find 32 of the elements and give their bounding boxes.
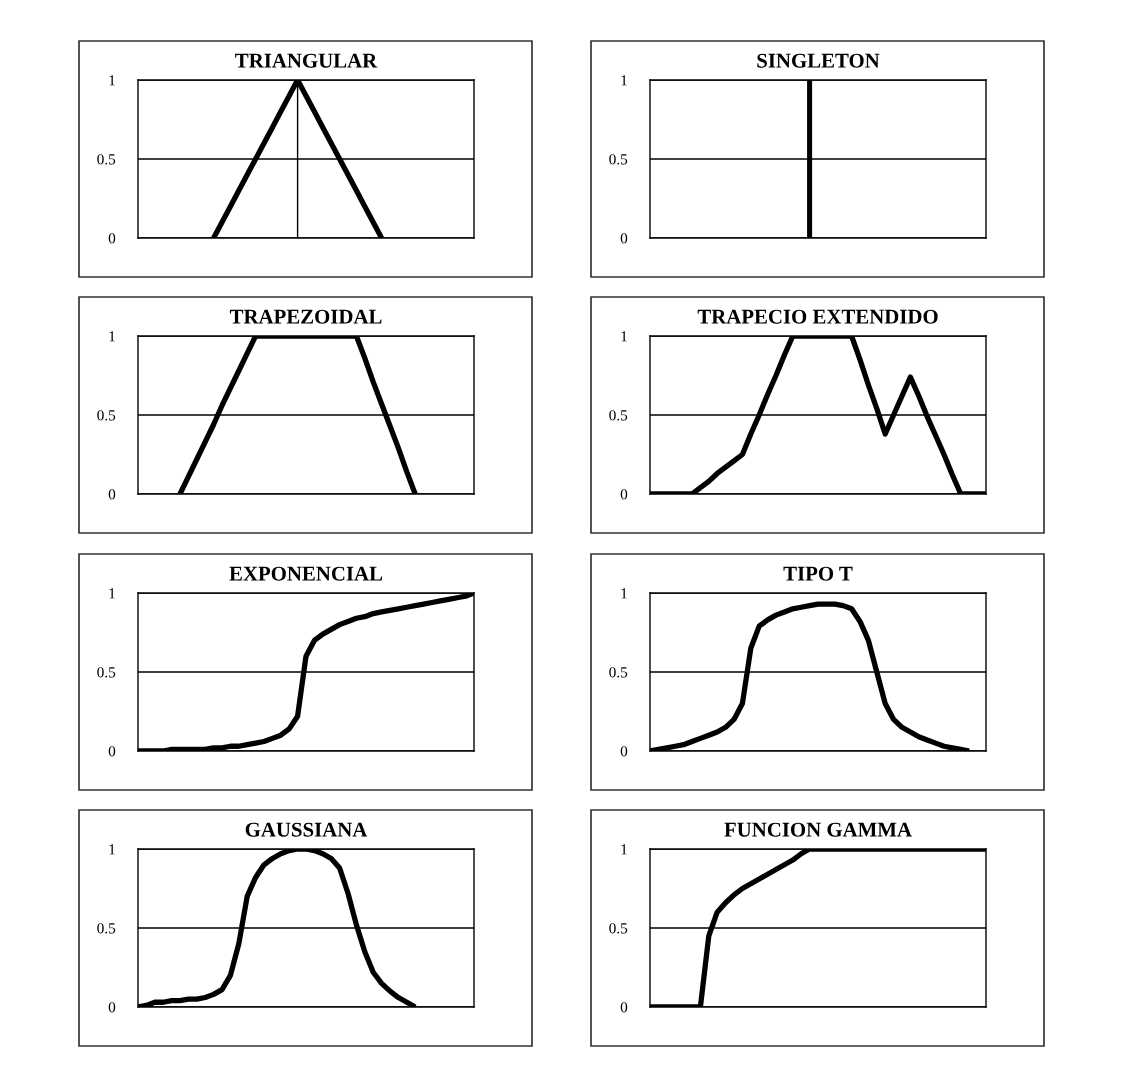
y-tick-label: 0.5 [97, 154, 116, 165]
y-tick-label: 0.5 [97, 667, 116, 678]
y-tick-label: 0 [620, 489, 628, 500]
y-tick-label: 0 [620, 233, 628, 244]
y-tick-label: 0.5 [609, 154, 628, 165]
chart-title: TRIANGULAR [235, 53, 378, 68]
y-tick-label: 0 [620, 746, 628, 757]
y-tick-label: 0.5 [609, 410, 628, 421]
y-tick-label: 0.5 [97, 410, 116, 421]
chart-title: GAUSSIANA [245, 822, 368, 837]
y-tick-label: 0 [108, 233, 116, 244]
y-tick-label: 0 [108, 1002, 116, 1013]
chart-title: TRAPEZOIDAL [229, 309, 382, 324]
y-tick-label: 1 [621, 844, 627, 855]
y-tick-label: 1 [109, 588, 115, 599]
y-tick-label: 0 [108, 746, 116, 757]
y-tick-label: 0.5 [97, 923, 116, 934]
y-tick-label: 1 [621, 588, 627, 599]
chart-title: TIPO T [783, 566, 853, 581]
y-tick-label: 0 [108, 489, 116, 500]
y-tick-label: 0 [620, 1002, 628, 1013]
y-tick-label: 1 [109, 75, 115, 86]
chart-title: FUNCION GAMMA [724, 822, 912, 837]
y-tick-label: 1 [621, 75, 627, 86]
y-tick-label: 0.5 [609, 923, 628, 934]
y-tick-label: 1 [621, 331, 627, 342]
y-tick-label: 1 [109, 844, 115, 855]
chart-title: EXPONENCIAL [229, 566, 383, 581]
y-tick-label: 1 [109, 331, 115, 342]
y-tick-label: 0.5 [609, 667, 628, 678]
chart-title: SINGLETON [757, 53, 880, 68]
chart-title: TRAPECIO EXTENDIDO [697, 309, 938, 324]
